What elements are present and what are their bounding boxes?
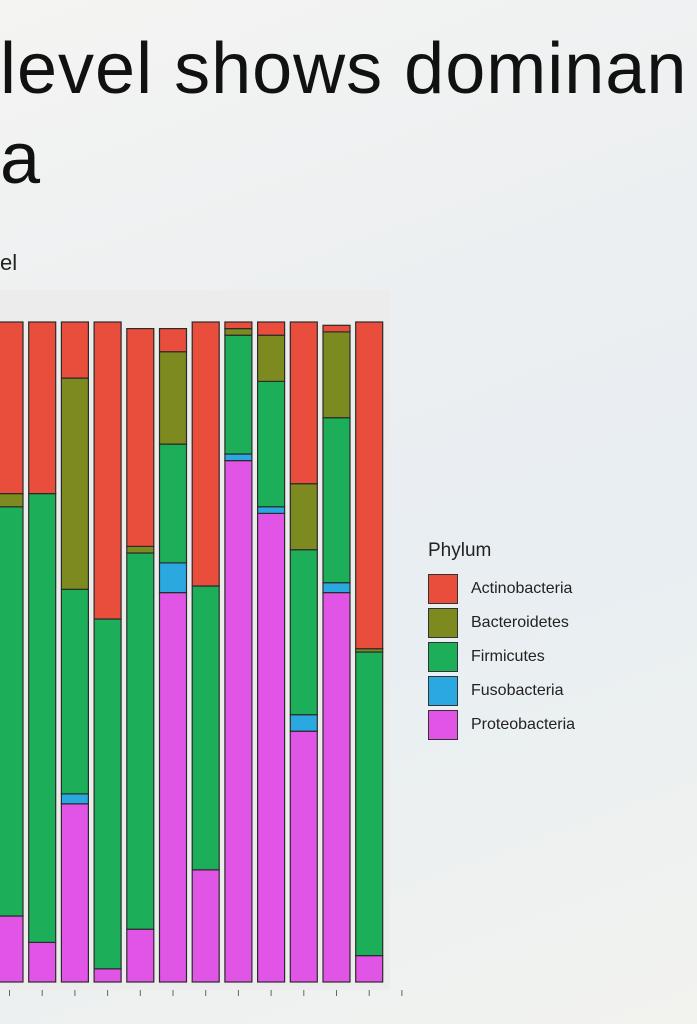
bar-segment-firmicutes [355,651,384,957]
legend-swatch [428,642,458,672]
legend-label: Bacteroidetes [471,614,569,631]
legend-swatch [428,676,458,706]
bar-segment-proteobacteria [60,803,90,983]
bar-segment-proteobacteria [28,941,57,983]
bar-segment-bacteroidetes [0,493,24,508]
bar-segment-actinobacteria [126,328,155,548]
chart-subtitle: el [0,250,18,275]
legend-item-proteobacteria: Proteobacteria [428,708,575,742]
legend-label: Actinobacteria [471,580,573,597]
legend: Phylum Actinobacteria Bacteroidetes Firm… [428,540,575,742]
bar-segment-actinobacteria [28,321,57,495]
bar-segment-proteobacteria [289,730,318,983]
bar-remainder [388,322,415,982]
legend-swatch [428,710,458,740]
bars-group [0,321,415,983]
slide-title-line-1: level shows dominan [0,29,688,109]
bar-segment-actinobacteria [191,321,220,587]
bar-segment-actinobacteria [60,321,90,379]
bar-segment-actinobacteria [322,324,351,333]
bar-segment-fusobacteria [224,453,253,462]
legend-label: Firmicutes [471,648,545,665]
bar-segment-proteobacteria [257,512,286,983]
bar-segment-firmicutes [191,585,220,871]
bar-segment-actinobacteria [257,321,286,336]
legend-swatch [428,608,458,638]
bar-segment-bacteroidetes [224,328,253,336]
bar-segment-firmicutes [0,506,24,917]
bar-segment-firmicutes [322,417,351,584]
bar-segment-proteobacteria [322,591,351,983]
bar-segment-actinobacteria [355,321,384,650]
bar-segment-firmicutes [289,549,318,716]
slide-title-line-2: a [0,119,41,199]
bar-segment-fusobacteria [158,562,188,594]
bar-segment-firmicutes [257,380,286,508]
bar-segment-proteobacteria [0,915,24,983]
bar-segment-proteobacteria [224,460,253,983]
bar-segment-bacteroidetes [289,483,318,551]
bar-segment-proteobacteria [93,968,122,983]
bar-segment-actinobacteria [0,321,24,495]
bar-segment-bacteroidetes [257,334,286,383]
bar-segment-firmicutes [60,588,90,795]
legend-label: Fusobacteria [471,682,564,699]
bar-segment-bacteroidetes [126,545,155,554]
legend-swatch [428,574,458,604]
bar-segment-actinobacteria [158,328,188,353]
bar-segment-firmicutes [158,443,188,564]
bar-segment-bacteroidetes [322,331,351,419]
legend-item-actinobacteria: Actinobacteria [428,572,575,606]
legend-item-fusobacteria: Fusobacteria [428,674,575,708]
bar-segment-proteobacteria [355,954,384,983]
bar-segment-proteobacteria [191,869,220,983]
bar-segment-bacteroidetes [60,377,90,590]
bar-segment-proteobacteria [158,591,188,983]
bar-segment-fusobacteria [60,793,90,805]
bar-segment-firmicutes [224,334,253,455]
legend-title: Phylum [428,540,492,561]
bar-segment-actinobacteria [93,321,122,620]
legend-item-firmicutes: Firmicutes [428,640,575,674]
bar-segment-actinobacteria [289,321,318,485]
bar-segment-fusobacteria [289,714,318,732]
bar-segment-fusobacteria [322,582,351,594]
x-axis-ticks [9,990,403,996]
legend-label: Proteobacteria [471,716,576,733]
bar-segment-firmicutes [93,618,122,970]
bar-segment-bacteroidetes [158,351,188,445]
bar-segment-proteobacteria [126,928,155,983]
bar-segment-fusobacteria [257,506,286,514]
bar-segment-firmicutes [126,552,155,930]
bar-segment-actinobacteria [224,321,253,330]
bar-segment-firmicutes [28,493,57,943]
legend-item-bacteroidetes: Bacteroidetes [428,606,575,640]
